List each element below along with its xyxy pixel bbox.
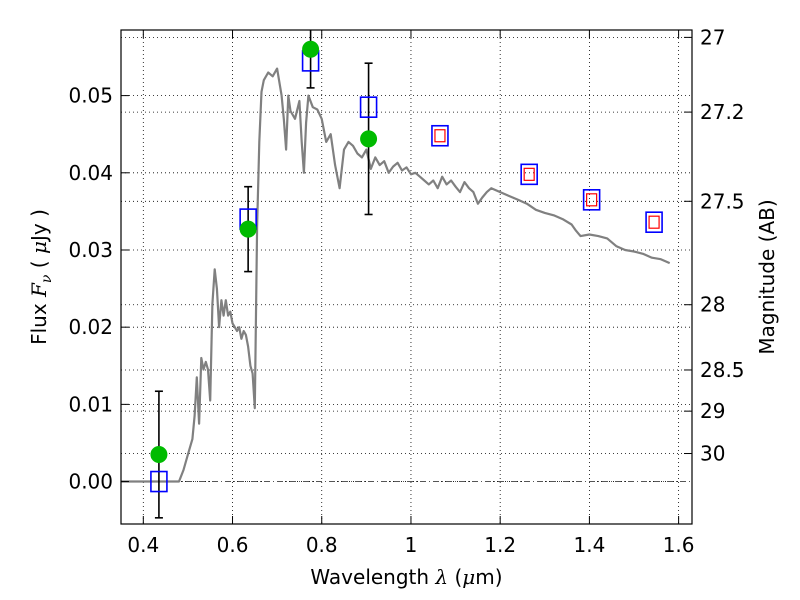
model-square	[645, 211, 663, 233]
y-tick-label: 0.02	[68, 315, 113, 339]
inner-square	[523, 167, 535, 181]
observed-point	[302, 40, 320, 58]
y2-tick-label: 27	[700, 25, 725, 49]
x-tick-label: 1	[405, 533, 418, 557]
y-tick-label: 0.05	[68, 84, 113, 108]
y2-tick-label: 29	[700, 399, 725, 423]
plot-frame	[120, 29, 693, 525]
y2-tick-label: 28.5	[700, 358, 745, 382]
x-tick-label: 1.6	[663, 533, 695, 557]
axes	[120, 29, 693, 525]
y2-tick-label: 28	[700, 293, 725, 317]
observed-point	[150, 446, 168, 464]
model-square	[150, 470, 168, 493]
inner-square	[434, 129, 446, 143]
markers	[150, 40, 663, 493]
model-square	[582, 189, 601, 211]
model-square	[359, 96, 378, 118]
y-tick-label: 0.00	[68, 470, 113, 494]
observed-point	[360, 130, 378, 148]
axis-labels: Wavelength λ (μm) Flux Fν ( μJy ) Magnitud…	[27, 199, 779, 589]
x-tick-label: 0.8	[306, 533, 338, 557]
y-axis-label: Flux Fν ( μJy )	[27, 209, 55, 345]
x-tick-label: 1.2	[484, 533, 516, 557]
y2-axis-label: Magnitude (AB)	[755, 199, 779, 354]
y2-tick-label: 27.5	[700, 189, 745, 213]
x-tick-label: 0.6	[217, 533, 249, 557]
x-tick-label: 0.4	[127, 533, 159, 557]
y-tick-label: 0.04	[68, 161, 113, 185]
x-tick-label: 1.4	[573, 533, 605, 557]
y-tick-label: 0.03	[68, 238, 113, 262]
x-axis-label: Wavelength λ (μm)	[310, 565, 502, 589]
y2-tick-label: 27.2	[700, 100, 745, 124]
model-square	[520, 163, 538, 186]
inner-square	[648, 215, 660, 229]
model-square	[431, 124, 449, 147]
observed-point	[239, 220, 257, 238]
y-tick-label: 0.01	[68, 392, 113, 416]
y2-tick-label: 30	[700, 442, 725, 466]
inner-square	[586, 193, 598, 207]
spectrum-line	[121, 67, 671, 483]
model-spectrum	[121, 67, 671, 483]
ticks: 0.4 0.6 0.8 1 1.2 1.4 1.6 0.00 0.01 0.02 0.03 0.04 0…	[68, 25, 744, 557]
